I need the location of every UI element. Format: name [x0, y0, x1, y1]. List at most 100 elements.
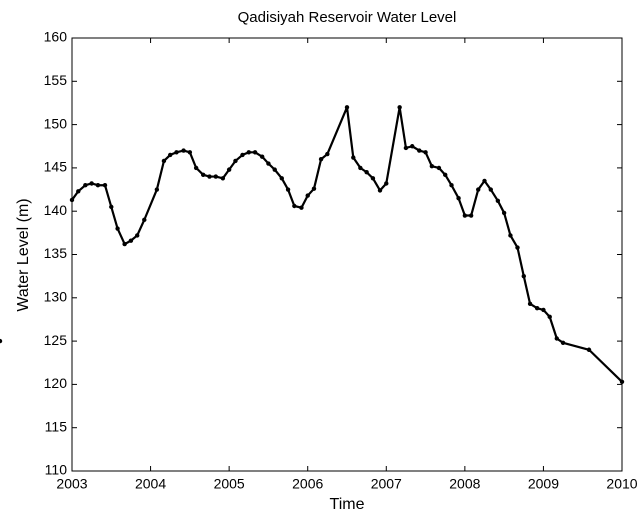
data-point — [272, 167, 277, 172]
data-point — [449, 183, 454, 188]
data-point — [259, 154, 265, 159]
data-point — [521, 273, 526, 279]
data-point — [515, 245, 520, 250]
data-point — [501, 210, 507, 216]
x-tick-label: 2008 — [449, 476, 480, 492]
data-point — [161, 158, 167, 164]
data-point — [358, 165, 363, 171]
data-point — [299, 205, 304, 210]
y-tick-label: 135 — [44, 245, 68, 261]
data-point — [174, 150, 179, 155]
y-tick-label: 120 — [44, 375, 68, 391]
x-tick-label: 2005 — [214, 476, 245, 492]
y-tick-label: 155 — [44, 72, 68, 88]
y-tick-label: 140 — [44, 202, 68, 218]
data-line — [71, 106, 623, 383]
data-point — [285, 187, 291, 192]
data-point — [89, 181, 94, 186]
data-point — [364, 170, 369, 175]
data-point — [220, 176, 226, 181]
data-point — [547, 314, 552, 320]
data-point — [397, 105, 402, 110]
data-point — [154, 187, 160, 192]
data-point — [436, 165, 442, 171]
y-tick-label: 145 — [44, 159, 68, 175]
data-point — [187, 150, 193, 155]
y-axis-label: Water Level (m) — [15, 198, 32, 311]
x-tick-label: 2006 — [292, 476, 323, 492]
data-point — [311, 186, 317, 191]
data-point — [292, 203, 297, 209]
y-tick-label: 110 — [45, 462, 68, 478]
data-point — [0, 338, 3, 344]
data-point — [213, 174, 218, 179]
x-tick-label: 2003 — [56, 476, 87, 492]
y-tick-label: 160 — [44, 29, 68, 45]
data-point — [128, 238, 134, 243]
data-point — [207, 174, 212, 179]
data-point — [344, 105, 350, 110]
data-point — [534, 305, 540, 311]
data-point — [527, 301, 533, 307]
data-point — [468, 213, 474, 218]
data-point — [233, 158, 238, 164]
data-point — [226, 167, 232, 172]
data-point — [95, 183, 101, 188]
data-point — [417, 148, 422, 153]
data-point — [476, 187, 481, 192]
data-point — [403, 145, 409, 151]
y-tick-label: 130 — [44, 289, 68, 305]
y-tick-label: 150 — [44, 115, 68, 131]
data-point — [102, 183, 108, 188]
data-point — [279, 176, 284, 181]
data-point — [456, 196, 461, 201]
y-tick-label: 125 — [44, 332, 68, 348]
x-tick-label: 2009 — [528, 476, 559, 492]
x-tick-label: 2007 — [371, 476, 402, 492]
x-tick-label: 2010 — [606, 476, 637, 492]
data-point — [115, 226, 120, 231]
data-point — [384, 181, 389, 186]
data-point — [462, 213, 468, 218]
data-point — [325, 151, 330, 157]
data-point — [508, 233, 513, 238]
x-tick-label: 2004 — [135, 476, 166, 492]
data-point — [201, 172, 206, 178]
data-point — [135, 233, 140, 238]
data-point — [495, 198, 501, 204]
data-point — [560, 340, 566, 346]
data-point — [109, 204, 114, 210]
data-point — [482, 178, 487, 184]
data-point — [240, 152, 245, 158]
data-point — [541, 307, 546, 313]
data-point — [246, 150, 251, 155]
data-point — [554, 336, 559, 341]
data-point — [83, 183, 88, 188]
data-point — [122, 241, 127, 247]
data-point — [318, 157, 324, 162]
data-point — [429, 163, 435, 169]
data-point — [423, 150, 428, 155]
data-point — [69, 197, 75, 203]
data-point — [305, 193, 310, 198]
data-point — [266, 161, 271, 166]
data-point — [370, 176, 376, 181]
data-point — [410, 144, 415, 149]
data-point — [142, 217, 147, 223]
data-point — [181, 148, 186, 153]
data-point — [377, 188, 383, 193]
data-point — [168, 152, 173, 158]
data-point — [443, 172, 448, 178]
data-point — [586, 347, 592, 352]
x-axis-label: Time — [330, 496, 365, 513]
data-point — [252, 150, 258, 155]
data-point — [76, 189, 81, 194]
y-tick-label: 115 — [45, 418, 68, 434]
data-point — [488, 187, 493, 192]
chart-title: Qadisiyah Reservoir Water Level — [238, 9, 457, 26]
data-point — [193, 165, 199, 171]
data-point — [619, 379, 625, 385]
